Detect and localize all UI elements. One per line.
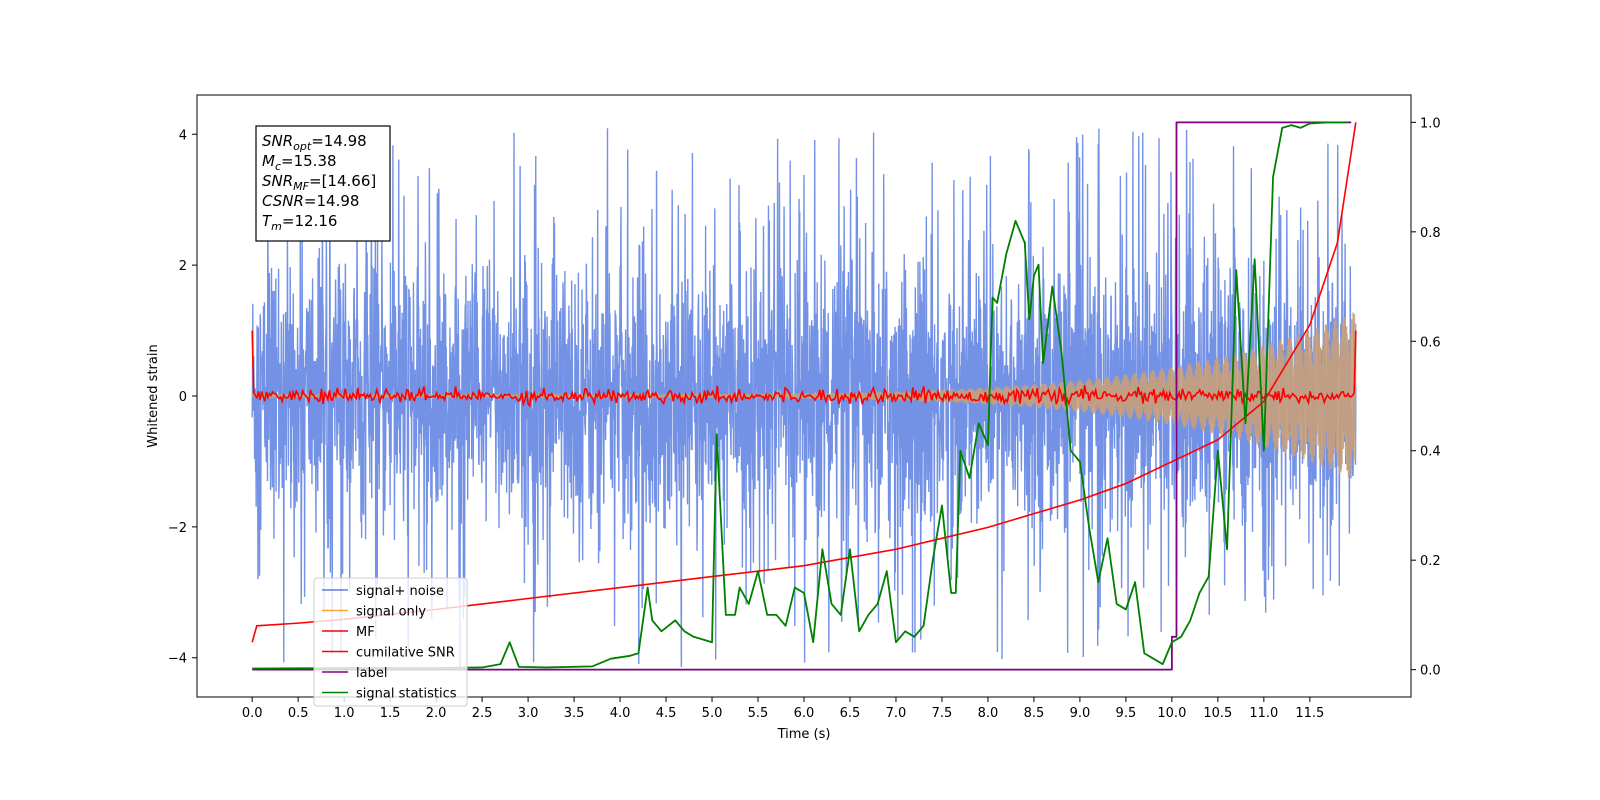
x-tick-label: 8.5 bbox=[1024, 706, 1045, 721]
series-signal-statistics-line bbox=[252, 121, 1347, 670]
x-axis-label: Time (s) bbox=[777, 727, 831, 742]
x-tick-label: 8.0 bbox=[978, 706, 999, 721]
annotation-line: Tm=12.16 bbox=[262, 212, 337, 233]
y-right-tick-label: 0.0 bbox=[1420, 664, 1441, 679]
x-tick-label: 3.0 bbox=[518, 706, 539, 721]
legend-entry-label: signal only bbox=[356, 605, 426, 620]
y-left-tick-label: 4 bbox=[179, 128, 187, 143]
x-tick-label: 4.5 bbox=[656, 706, 677, 721]
x-tick-label: 2.5 bbox=[472, 706, 493, 721]
y-right-tick-label: 0.2 bbox=[1420, 554, 1441, 569]
annotation-line: CSNR=14.98 bbox=[262, 192, 359, 210]
legend-entry-label: cumilative SNR bbox=[356, 646, 455, 661]
x-tick-label: 2.0 bbox=[426, 706, 447, 721]
y-right-tick-label: 0.6 bbox=[1420, 335, 1441, 350]
y-right-tick-label: 0.4 bbox=[1420, 445, 1441, 460]
y-left-tick-label: −4 bbox=[168, 652, 187, 667]
x-tick-label: 1.5 bbox=[380, 706, 401, 721]
x-tick-label: 11.5 bbox=[1295, 706, 1324, 721]
series-signal-noise-line bbox=[251, 128, 1357, 668]
y-left-tick-label: 0 bbox=[179, 390, 187, 405]
x-tick-label: 7.5 bbox=[932, 706, 953, 721]
x-tick-label: 11.0 bbox=[1249, 706, 1278, 721]
y-left-tick-label: 2 bbox=[179, 259, 187, 274]
legend: signal+ noise signal only MF cumilative SNR… bbox=[313, 577, 468, 707]
annotation-line: SNRMF=[14.66] bbox=[262, 172, 376, 193]
legend-entry-label: signal statistics bbox=[356, 687, 457, 702]
y-axis-label-left: Whitened strain bbox=[146, 344, 161, 447]
legend-entry-label: signal+ noise bbox=[356, 584, 444, 599]
x-tick-label: 1.0 bbox=[334, 706, 355, 721]
series-mf-line bbox=[251, 330, 1357, 408]
y-left-tick-label: −2 bbox=[168, 521, 187, 536]
legend-entry-label: label bbox=[356, 666, 387, 681]
x-tick-label: 10.0 bbox=[1157, 706, 1186, 721]
y-right-tick-label: 0.8 bbox=[1420, 226, 1441, 241]
annotation-line: Mc=15.38 bbox=[262, 152, 337, 173]
x-tick-label: 5.5 bbox=[748, 706, 769, 721]
x-tick-label: 6.0 bbox=[794, 706, 815, 721]
x-tick-label: 10.5 bbox=[1203, 706, 1232, 721]
tick-layer: 0.0 0.5 1.0 1.5 2.0 2.5 3.0 3.5 4.0 4.5 5.0 5.5 6.0 6… bbox=[168, 116, 1441, 721]
x-tick-label: 0.5 bbox=[288, 706, 309, 721]
annotation-frame bbox=[255, 125, 391, 242]
x-tick-label: 9.0 bbox=[1070, 706, 1091, 721]
x-tick-label: 9.5 bbox=[1116, 706, 1137, 721]
x-tick-label: 0.0 bbox=[242, 706, 263, 721]
x-tick-label: 4.0 bbox=[610, 706, 631, 721]
series-label-line bbox=[252, 121, 1352, 671]
stats-annotation-box: SNRopt=14.98Mc=15.38SNRMF=[14.66]CSNR=14… bbox=[255, 125, 391, 242]
legend-frame bbox=[313, 577, 468, 707]
x-tick-label: 7.0 bbox=[886, 706, 907, 721]
annotation-line: SNRopt=14.98 bbox=[262, 132, 367, 153]
x-tick-label: 5.0 bbox=[702, 706, 723, 721]
y-right-tick-label: 1.0 bbox=[1420, 116, 1441, 131]
x-tick-label: 6.5 bbox=[840, 706, 861, 721]
x-tick-label: 3.5 bbox=[564, 706, 585, 721]
legend-entry-label: MF bbox=[356, 625, 375, 640]
